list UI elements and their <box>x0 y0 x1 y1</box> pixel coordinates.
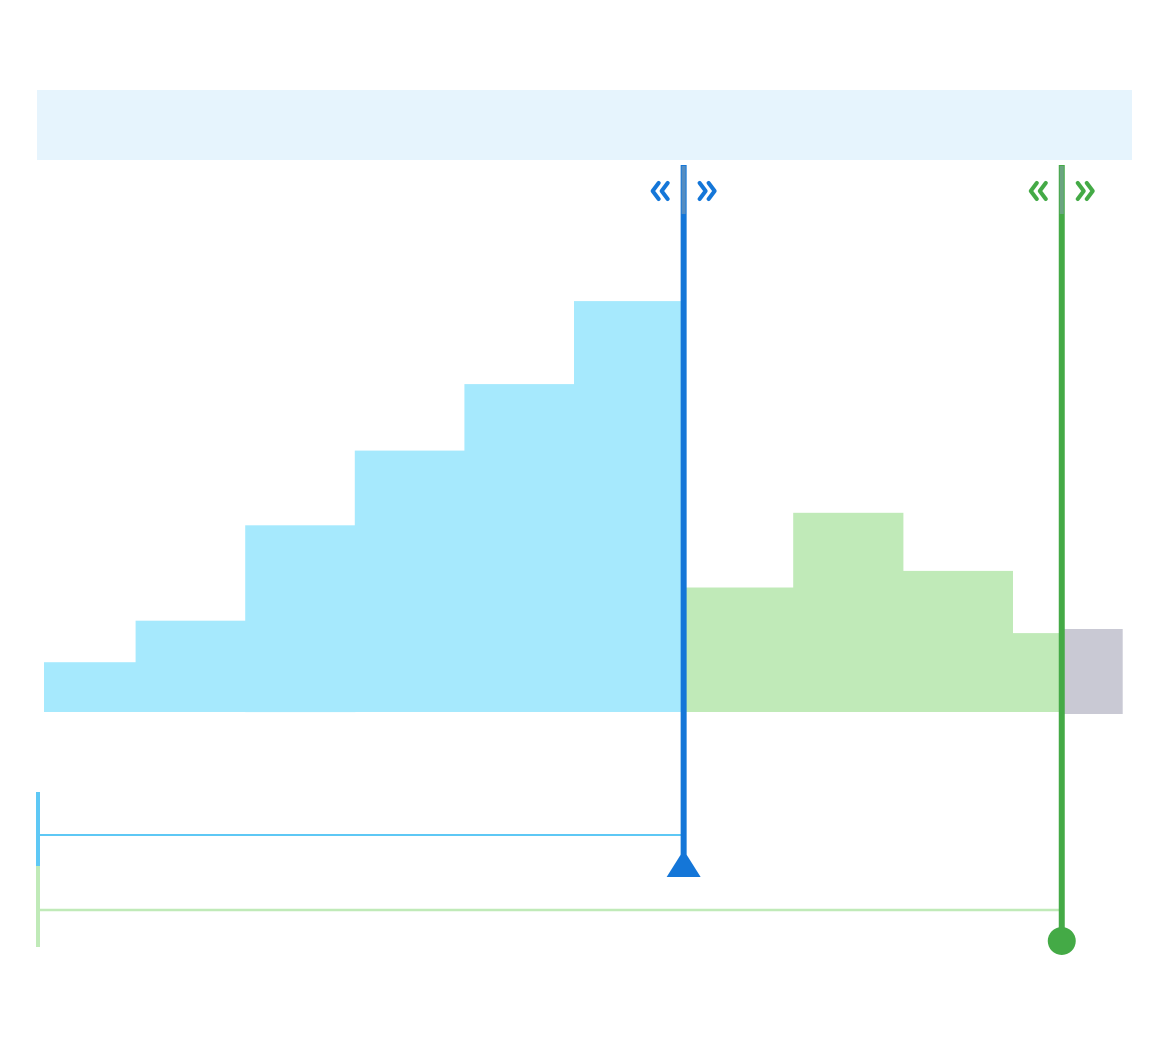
triangle-marker-icon[interactable] <box>666 850 701 877</box>
marker-grip-first[interactable] <box>681 166 686 214</box>
bar-second-10 <box>1012 633 1063 712</box>
bar-first-5 <box>464 384 575 712</box>
marker-grip-second[interactable] <box>1059 166 1064 214</box>
marker-group <box>650 165 1095 955</box>
marker-first[interactable] <box>650 165 717 877</box>
bar-remainder-11 <box>1061 629 1123 714</box>
double-chevron-resize-icon[interactable] <box>1028 181 1095 201</box>
bar-group <box>44 301 1123 714</box>
bar-second-9 <box>902 570 1013 712</box>
range-group <box>36 792 1062 947</box>
circle-marker-icon[interactable] <box>1047 927 1076 955</box>
timeline-track[interactable] <box>37 90 1132 160</box>
bar-second-7 <box>683 587 794 712</box>
bar-first-1 <box>44 662 137 712</box>
bar-second-8 <box>793 512 904 712</box>
bar-first-4 <box>354 450 465 712</box>
double-chevron-resize-icon[interactable] <box>650 181 717 201</box>
bar-first-6 <box>574 301 685 712</box>
bar-first-3 <box>245 525 356 713</box>
bar-first-2 <box>135 620 246 712</box>
marker-second[interactable] <box>1028 165 1095 955</box>
